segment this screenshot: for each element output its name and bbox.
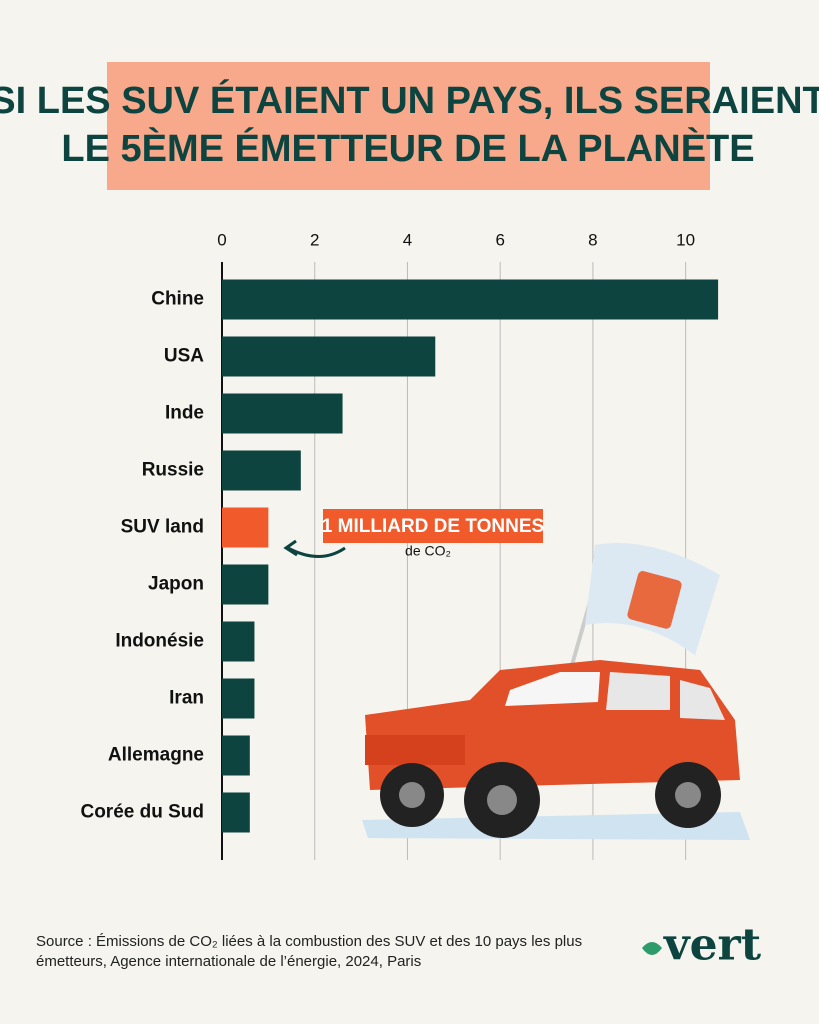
bar bbox=[222, 450, 301, 491]
y-tick-label: Iran bbox=[169, 688, 204, 709]
chart-title: LE 5ÈME ÉMETTEUR DE LA PLANÈTE bbox=[61, 126, 754, 170]
x-tick-label: 6 bbox=[495, 230, 504, 249]
y-tick-label: Allemagne bbox=[108, 745, 204, 766]
bar bbox=[222, 678, 255, 719]
bar bbox=[222, 792, 250, 833]
x-tick-label: 0 bbox=[217, 230, 226, 249]
arrow bbox=[287, 546, 346, 558]
y-tick-label: Chine bbox=[151, 289, 204, 310]
bar bbox=[222, 507, 269, 548]
arrow-head bbox=[283, 539, 298, 557]
y-tick-label: SUV land bbox=[121, 517, 204, 538]
bar bbox=[222, 621, 255, 662]
y-tick-label: Inde bbox=[165, 403, 204, 424]
logo: vert bbox=[663, 920, 762, 971]
bar bbox=[222, 279, 719, 320]
annotation-box bbox=[323, 509, 543, 543]
x-tick-label: 2 bbox=[310, 230, 319, 249]
x-tick-label: 4 bbox=[403, 230, 412, 249]
annotation-subtext: de CO₂ bbox=[405, 543, 451, 559]
y-tick-label: Indonésie bbox=[115, 631, 204, 652]
title-box bbox=[107, 62, 710, 190]
y-tick-label: Russie bbox=[142, 460, 204, 481]
y-tick-label: USA bbox=[164, 346, 204, 367]
y-tick-label: Corée du Sud bbox=[80, 802, 204, 823]
logo-leaf bbox=[642, 942, 662, 955]
bar bbox=[222, 735, 250, 776]
x-tick-label: 10 bbox=[676, 230, 695, 249]
bar bbox=[222, 336, 436, 377]
plot: 0 2 4 6 8 10 Chine USA Inde Russie SUV land Japon In… bbox=[80, 230, 719, 860]
source: Source : Émissions de CO₂ liées à la com… bbox=[36, 933, 583, 970]
suv-illustration bbox=[362, 543, 750, 840]
y-tick-label: Japon bbox=[148, 574, 204, 595]
x-tick-label: 8 bbox=[588, 230, 597, 249]
chart-title: SI LES SUV ÉTAIENT UN PAYS, ILS SERAIENT bbox=[0, 78, 819, 122]
bar bbox=[222, 564, 269, 605]
bar bbox=[222, 393, 343, 434]
annotation: 1 MILLIARD DE TONNES bbox=[322, 516, 544, 537]
